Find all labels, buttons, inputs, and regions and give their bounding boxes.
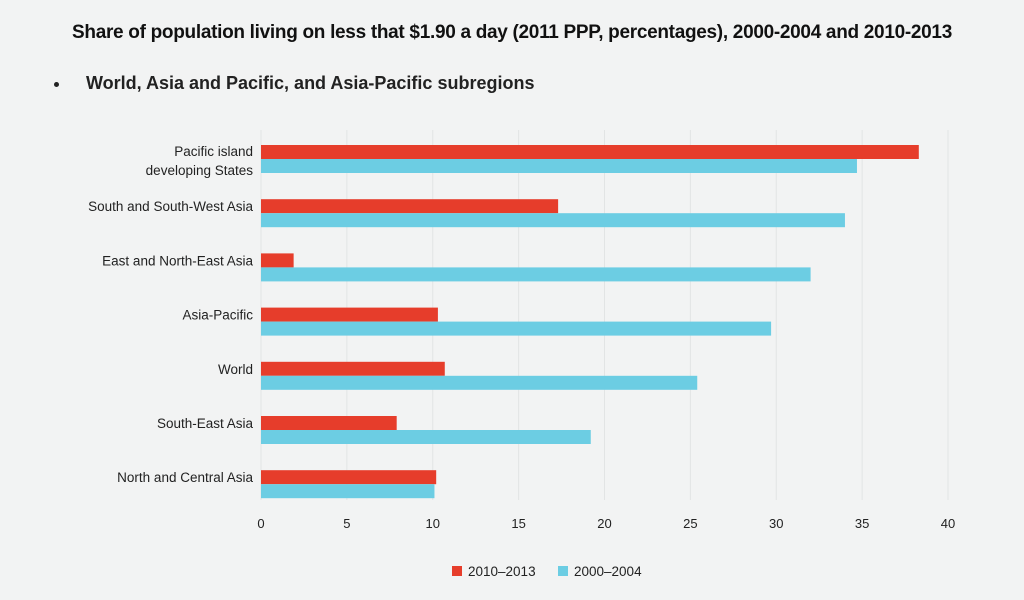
x-tick-label: 30 bbox=[769, 516, 783, 531]
chart-subtitle: World, Asia and Pacific, and Asia-Pacifi… bbox=[53, 73, 535, 94]
x-tick-label: 20 bbox=[597, 516, 611, 531]
bar-earlier bbox=[261, 430, 591, 444]
chart-title: Share of population living on less that … bbox=[72, 22, 952, 43]
x-tick-label: 0 bbox=[257, 516, 264, 531]
category-label: South and South-West Asia bbox=[88, 199, 253, 214]
bar-earlier bbox=[261, 213, 845, 228]
legend-swatch bbox=[558, 566, 568, 576]
bar-earlier bbox=[261, 159, 857, 173]
bar-recent bbox=[261, 253, 294, 268]
bar-recent bbox=[261, 199, 559, 214]
x-tick-label: 35 bbox=[855, 516, 869, 531]
x-tick-label: 25 bbox=[683, 516, 697, 531]
category-label: East and North-East Asia bbox=[102, 253, 253, 268]
category-label: developing States bbox=[146, 163, 254, 178]
legend-label: 2010–2013 bbox=[468, 564, 536, 579]
x-tick-label: 40 bbox=[941, 516, 955, 531]
x-tick-label: 15 bbox=[511, 516, 525, 531]
bar-recent bbox=[261, 145, 919, 159]
bar-earlier bbox=[261, 267, 811, 282]
bar-earlier bbox=[261, 484, 435, 499]
x-tick-label: 10 bbox=[426, 516, 440, 531]
bar-earlier bbox=[261, 321, 772, 336]
subtitle-text: World, Asia and Pacific, and Asia-Pacifi… bbox=[86, 73, 535, 93]
x-tick-label: 5 bbox=[343, 516, 350, 531]
category-label: World bbox=[218, 362, 253, 377]
category-label: Pacific island bbox=[174, 144, 253, 159]
legend-label: 2000–2004 bbox=[574, 564, 642, 579]
bar-recent bbox=[261, 361, 445, 376]
category-label: South-East Asia bbox=[157, 416, 254, 431]
legend-swatch bbox=[452, 566, 462, 576]
category-label: North and Central Asia bbox=[117, 470, 253, 485]
bar-recent bbox=[261, 470, 437, 485]
bar-recent bbox=[261, 416, 397, 430]
bar-recent bbox=[261, 307, 438, 322]
category-label: Asia-Pacific bbox=[182, 308, 253, 323]
bar-earlier bbox=[261, 375, 698, 390]
